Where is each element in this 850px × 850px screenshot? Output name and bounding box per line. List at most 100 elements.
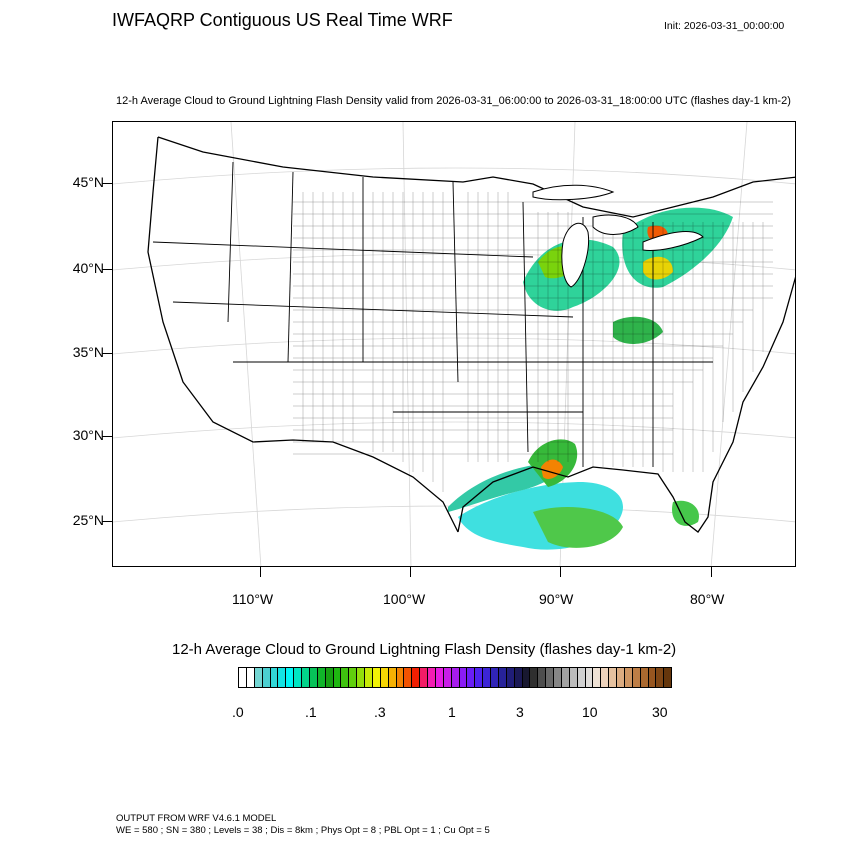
- colorbar-swatch: [396, 668, 405, 687]
- colorbar-swatch: [325, 668, 334, 687]
- colorbar-swatch: [498, 668, 507, 687]
- colorbar-swatch: [349, 668, 358, 687]
- colorbar-swatch: [388, 668, 397, 687]
- graticule-lat-45: [113, 167, 795, 185]
- boundaries: [147, 136, 795, 533]
- graticule: [113, 122, 795, 566]
- lat-label-30: 30°N: [72, 427, 104, 443]
- gulf-core-shading: [533, 507, 623, 548]
- init-time: Init: 2026-03-31_00:00:00: [664, 20, 785, 32]
- colorbar-swatch: [357, 668, 365, 687]
- colorbar-swatch: [561, 668, 570, 687]
- colorbar-swatch: [302, 668, 310, 687]
- colorbar-swatch: [380, 668, 389, 687]
- colorbar-swatch: [270, 668, 279, 687]
- northern-border: [157, 136, 795, 218]
- colorbar-swatch: [278, 668, 287, 687]
- colorbar-swatch: [483, 668, 491, 687]
- graticule-lat-35: [113, 337, 795, 355]
- lake-superior: [532, 184, 615, 201]
- state-line: [227, 161, 234, 323]
- colorbar-swatch: [530, 668, 539, 687]
- colorbar-swatch: [459, 668, 468, 687]
- lake-huron: [592, 214, 639, 235]
- colorbar-swatch: [506, 668, 515, 687]
- colorbar-swatch: [585, 668, 594, 687]
- colorbar-swatch: [569, 668, 578, 687]
- colorbar-swatch: [294, 668, 302, 687]
- colorbar-tick-label: 30: [652, 704, 668, 720]
- colorbar-swatch: [404, 668, 413, 687]
- colorbar-swatch: [609, 668, 617, 687]
- colorbar-swatch: [593, 668, 602, 687]
- state-line: [522, 201, 529, 453]
- colorbar-swatch: [428, 668, 436, 687]
- lat-label-40: 40°N: [72, 260, 104, 276]
- colorbar-swatch: [491, 668, 499, 687]
- gulf-east-coast: [457, 276, 795, 533]
- colorbar-tick-label: .0: [232, 704, 244, 720]
- plot-subtitle: 12-h Average Cloud to Ground Lightning F…: [116, 95, 791, 107]
- state-line: [452, 181, 459, 383]
- colorbar-swatch: [656, 668, 665, 687]
- florida-shading: [672, 500, 699, 526]
- lat-label-25: 25°N: [72, 512, 104, 528]
- colorbar-swatch: [648, 668, 657, 687]
- colorbar-tick-label: .3: [374, 704, 386, 720]
- lon-label-90w: 90°W: [539, 591, 574, 607]
- lat-tick: [102, 353, 112, 354]
- colorbar-swatch: [341, 668, 350, 687]
- colorbar-swatch: [624, 668, 633, 687]
- colorbar-swatch: [254, 668, 263, 687]
- kentucky-shading: [613, 316, 663, 344]
- colorbar-swatch: [262, 668, 271, 687]
- county-lines: [293, 192, 773, 492]
- colorbar-swatch: [412, 668, 421, 687]
- colorbar-swatch: [554, 668, 562, 687]
- colorbar-swatch: [640, 668, 649, 687]
- lon-label-100w: 100°W: [383, 591, 426, 607]
- graticule-lon-110: [230, 122, 262, 566]
- colorbar-swatch: [333, 668, 342, 687]
- colorbar-swatch: [239, 668, 247, 687]
- colorbar-tick-label: 3: [516, 704, 524, 720]
- lake-erie: [642, 231, 704, 251]
- lat-tick: [102, 521, 112, 522]
- page-title: IWFAQRP Contiguous US Real Time WRF: [112, 10, 453, 30]
- colorbar-swatch: [309, 668, 318, 687]
- map-svg: [113, 122, 795, 566]
- graticule-lat-30: [113, 421, 795, 439]
- colorbar-swatch: [365, 668, 373, 687]
- colorbar-swatch: [546, 668, 554, 687]
- lat-tick: [102, 269, 112, 270]
- colorbar-swatch: [372, 668, 381, 687]
- colorbar-swatch: [443, 668, 452, 687]
- colorbar-tick-label: 10: [582, 704, 598, 720]
- colorbar: [238, 667, 672, 688]
- map-panel: [112, 121, 796, 567]
- lake-michigan: [561, 222, 590, 288]
- colorbar-tick-label: 1: [448, 704, 456, 720]
- colorbar-title: 12-h Average Cloud to Ground Lightning F…: [172, 641, 677, 658]
- graticule-lon-80: [710, 122, 748, 566]
- state-line: [287, 171, 294, 363]
- model-info-line1: OUTPUT FROM WRF V4.6.1 MODEL: [116, 813, 277, 824]
- lon-tick: [260, 567, 261, 577]
- colorbar-swatch: [435, 668, 444, 687]
- colorbar-swatch: [617, 668, 625, 687]
- colorbar-swatch: [538, 668, 547, 687]
- lon-tick: [410, 567, 411, 577]
- graticule-lon-100: [402, 122, 412, 566]
- colorbar-swatch: [577, 668, 586, 687]
- lon-label-80w: 80°W: [690, 591, 725, 607]
- county-horizontals: [293, 201, 773, 455]
- colorbar-swatch: [286, 668, 295, 687]
- colorbar-swatch: [664, 668, 672, 687]
- model-info-line2: WE = 580 ; SN = 380 ; Levels = 38 ; Dis …: [116, 825, 490, 836]
- colorbar-swatch: [632, 668, 641, 687]
- texas-coast-shading: [448, 462, 559, 512]
- ohio-core: [643, 256, 673, 280]
- lat-label-35: 35°N: [72, 344, 104, 360]
- colorbar-swatch: [317, 668, 326, 687]
- lon-tick: [711, 567, 712, 577]
